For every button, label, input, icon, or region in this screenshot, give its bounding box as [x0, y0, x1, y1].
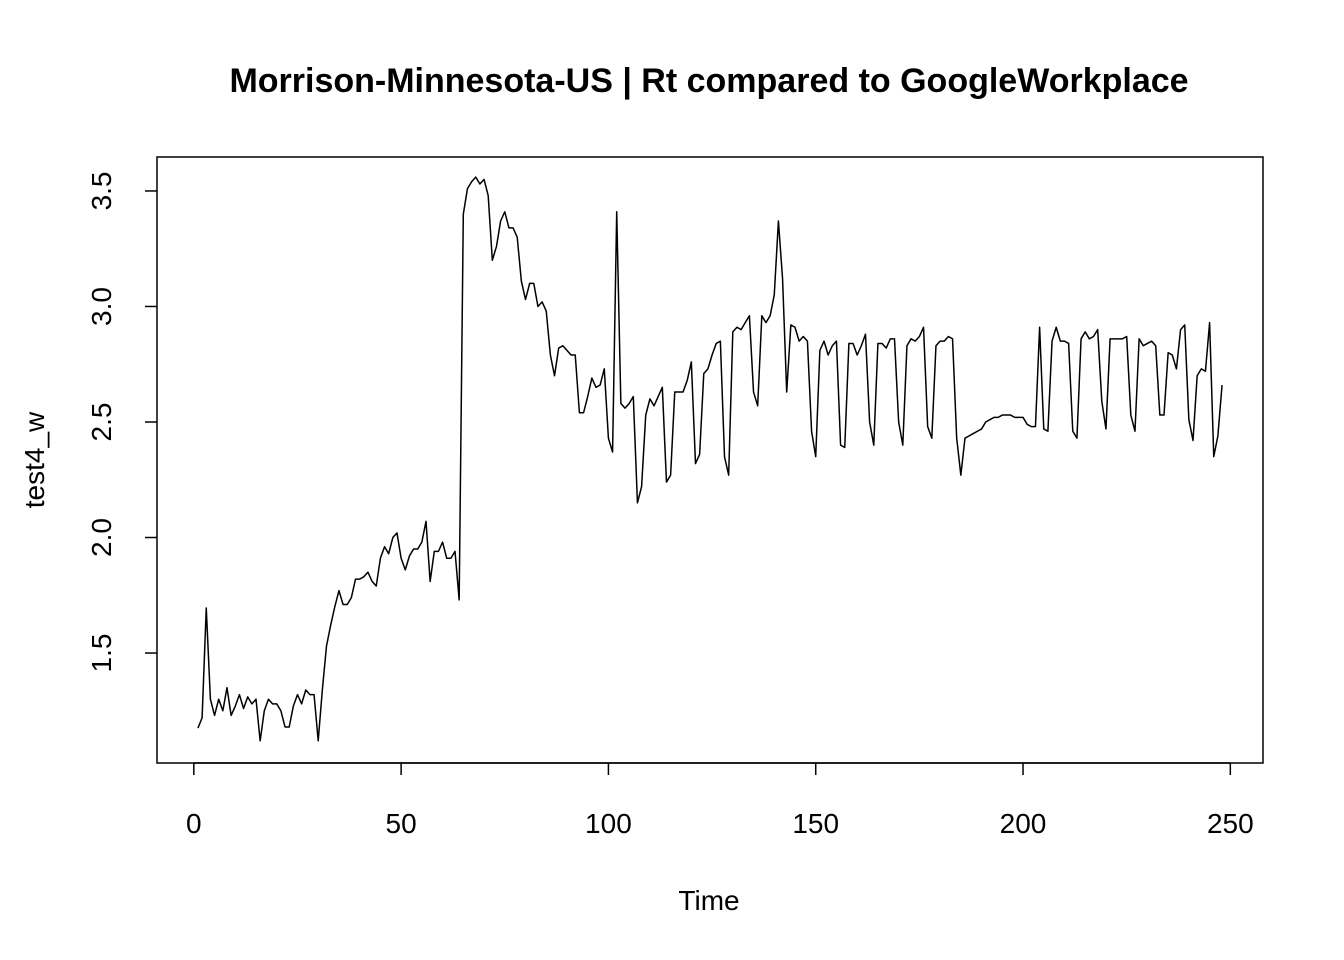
y-tick-label: 1.5 — [86, 634, 117, 673]
y-tick-label: 2.0 — [86, 518, 117, 557]
x-tick-label: 150 — [792, 808, 839, 839]
y-axis-label: test4_w — [19, 411, 50, 508]
y-tick-label: 2.5 — [86, 403, 117, 442]
x-tick-label: 0 — [186, 808, 202, 839]
chart-title: Morrison-Minnesota-US | Rt compared to G… — [229, 62, 1188, 100]
x-tick-label: 100 — [585, 808, 632, 839]
y-tick-label: 3.0 — [86, 287, 117, 326]
series-line — [197, 176, 1223, 742]
x-axis-label: Time — [678, 885, 739, 916]
y-tick-label: 3.5 — [86, 171, 117, 210]
x-tick-label: 250 — [1207, 808, 1254, 839]
x-tick-label: 50 — [386, 808, 417, 839]
x-tick-label: 200 — [1000, 808, 1047, 839]
